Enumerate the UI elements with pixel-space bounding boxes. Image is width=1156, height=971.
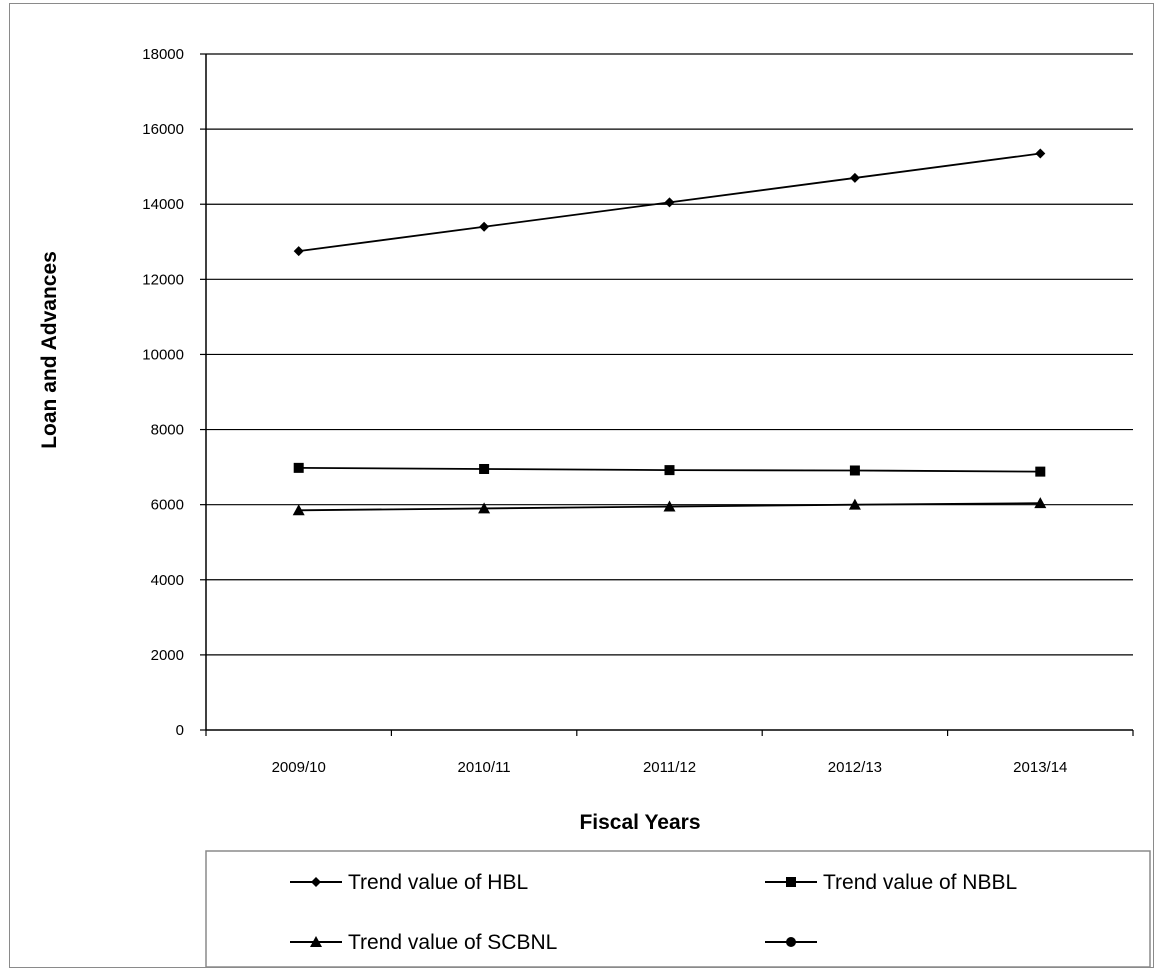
data-point: [849, 172, 860, 183]
y-tick-label: 10000: [142, 346, 184, 363]
legend-label: Trend value of NBBL: [823, 871, 1017, 894]
data-point: [478, 502, 491, 514]
series-0: [293, 148, 1046, 257]
x-tick-label: 2012/13: [828, 759, 882, 776]
y-axis-title: Loan and Advances: [38, 251, 61, 449]
y-tick-label: 18000: [142, 46, 184, 63]
y-tick-label: 8000: [151, 422, 184, 439]
legend-item-2: Trend value of SCBNL: [290, 931, 557, 954]
data-point: [848, 498, 861, 510]
x-tick-label: 2013/14: [1013, 759, 1067, 776]
x-tick-label: 2011/12: [643, 759, 696, 776]
legend: Trend value of HBL Trend value of NBBL Tre…: [205, 850, 1151, 968]
gridlines: [206, 53, 1133, 656]
legend-marker: [311, 877, 321, 887]
data-point: [479, 463, 490, 474]
data-point: [293, 246, 304, 257]
y-tick-label: 2000: [151, 647, 184, 664]
x-axis: 2009/10 2010/11 2011/12 2012/13 2013/14: [205, 729, 1134, 776]
x-tick-label: 2009/10: [272, 759, 326, 776]
data-point: [663, 500, 676, 512]
x-axis-title: Fiscal Years: [579, 811, 700, 834]
legend-marker: [786, 937, 796, 947]
legend-box: [205, 850, 1151, 968]
legend-label: Trend value of HBL: [348, 871, 528, 894]
y-tick-label: 16000: [142, 121, 184, 138]
legend-item-0: Trend value of HBL: [290, 871, 528, 894]
y-tick-label: 14000: [142, 196, 184, 213]
data-point: [1035, 466, 1046, 477]
legend-item-3: [765, 937, 817, 947]
data-point: [292, 504, 305, 516]
legend-item-1: Trend value of NBBL: [765, 871, 1017, 894]
series-layer: [292, 148, 1047, 516]
data-point: [1034, 497, 1047, 509]
series-1: [293, 462, 1046, 477]
data-point: [293, 462, 304, 473]
data-point: [1035, 148, 1046, 159]
y-tick-label: 6000: [151, 497, 184, 514]
legend-marker: [786, 877, 796, 887]
y-axis: 0 2000 4000 6000 8000 10000 12000 14000 16000 180…: [142, 46, 207, 739]
data-point: [479, 221, 490, 232]
legend-marker: [310, 936, 322, 947]
series-2: [292, 497, 1047, 516]
legend-label: Trend value of SCBNL: [348, 931, 557, 954]
data-point: [664, 465, 675, 476]
data-point: [849, 465, 860, 476]
x-tick-label: 2010/11: [458, 759, 511, 776]
y-tick-label: 0: [176, 722, 184, 739]
y-tick-label: 4000: [151, 572, 184, 589]
y-tick-label: 12000: [142, 271, 184, 288]
data-point: [664, 197, 675, 208]
